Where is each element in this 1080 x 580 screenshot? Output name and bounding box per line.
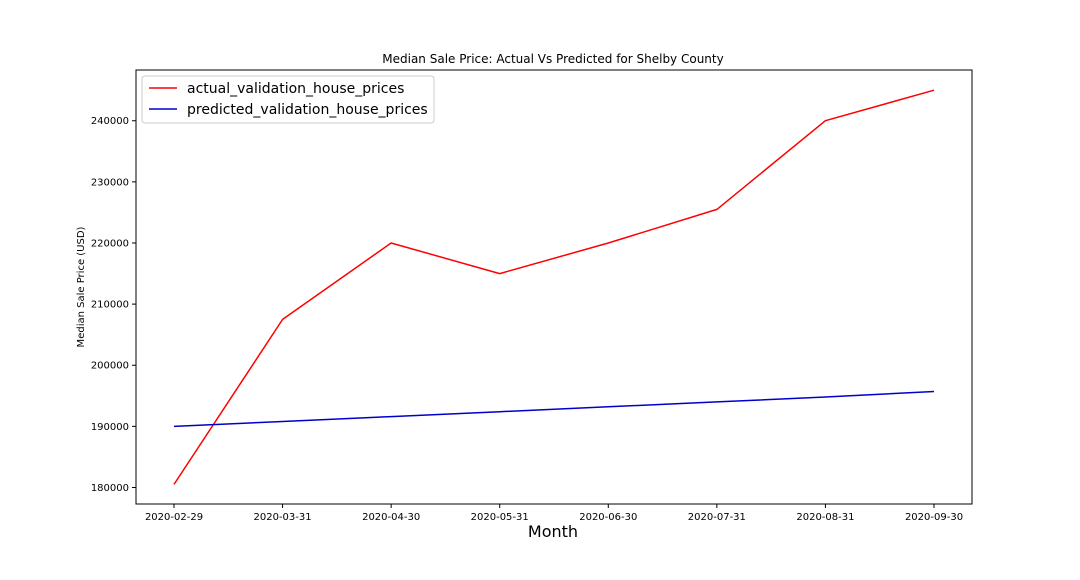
series-layer [173, 89, 935, 485]
y-tick-label: 210000 [91, 300, 129, 311]
x-axis-label: Month [528, 522, 578, 541]
y-axis-label: Median Sale Price (USD) [76, 226, 87, 347]
x-tick-label: 2020-03-31 [254, 512, 312, 523]
y-tick-label: 190000 [91, 422, 129, 433]
x-tick-label: 2020-08-31 [796, 512, 854, 523]
y-tick-label: 180000 [91, 483, 129, 494]
chart-title: Median Sale Price: Actual Vs Predicted f… [382, 52, 723, 66]
legend: actual_validation_house_prices predicted… [141, 75, 435, 124]
y-axis: 180000 190000 200000 210000 220000 230000 2400… [91, 116, 136, 494]
x-tick-label: 2020-04-30 [362, 512, 420, 523]
legend-label-predicted: predicted_validation_house_prices [187, 102, 428, 118]
x-tick-label: 2020-09-30 [905, 512, 963, 523]
legend-box [141, 75, 435, 124]
x-tick-label: 2020-02-29 [145, 512, 203, 523]
y-tick-label: 230000 [91, 177, 129, 188]
y-tick-label: 220000 [91, 238, 129, 249]
legend-label-actual: actual_validation_house_prices [187, 81, 404, 97]
x-tick-label: 2020-06-30 [579, 512, 637, 523]
y-tick-label: 240000 [91, 116, 129, 127]
plot-area-frame [135, 69, 973, 505]
x-tick-label: 2020-05-31 [471, 512, 529, 523]
series-line-actual [173, 89, 935, 485]
series-line-predicted [173, 390, 935, 428]
x-tick-label: 2020-07-31 [688, 512, 746, 523]
y-tick-label: 200000 [91, 361, 129, 372]
x-axis: 2020-02-29 2020-03-31 2020-04-30 2020-05-31… [145, 504, 963, 523]
